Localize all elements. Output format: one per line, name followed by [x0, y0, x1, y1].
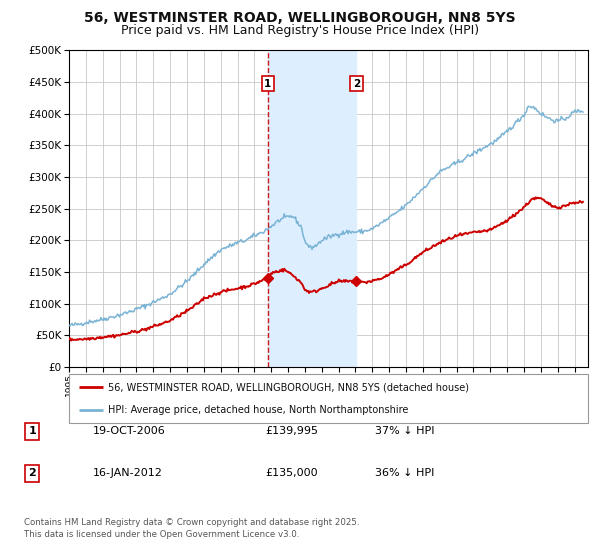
Text: HPI: Average price, detached house, North Northamptonshire: HPI: Average price, detached house, Nort… [108, 405, 409, 416]
Text: 56, WESTMINSTER ROAD, WELLINGBOROUGH, NN8 5YS: 56, WESTMINSTER ROAD, WELLINGBOROUGH, NN… [84, 11, 516, 25]
FancyBboxPatch shape [69, 374, 588, 423]
Text: Price paid vs. HM Land Registry's House Price Index (HPI): Price paid vs. HM Land Registry's House … [121, 24, 479, 36]
Text: 19-OCT-2006: 19-OCT-2006 [92, 426, 166, 436]
Text: £135,000: £135,000 [265, 468, 318, 478]
Text: 1: 1 [264, 78, 271, 88]
Text: £139,995: £139,995 [265, 426, 319, 436]
Text: 2: 2 [28, 468, 36, 478]
Bar [268, 50, 356, 367]
Text: 2: 2 [353, 78, 360, 88]
Text: 56, WESTMINSTER ROAD, WELLINGBOROUGH, NN8 5YS (detached house): 56, WESTMINSTER ROAD, WELLINGBOROUGH, NN… [108, 382, 469, 393]
Text: 1: 1 [28, 426, 36, 436]
Text: 16-JAN-2012: 16-JAN-2012 [92, 468, 163, 478]
Text: Contains HM Land Registry data © Crown copyright and database right 2025.
This d: Contains HM Land Registry data © Crown c… [24, 518, 359, 539]
Text: 37% ↓ HPI: 37% ↓ HPI [375, 426, 434, 436]
Text: 36% ↓ HPI: 36% ↓ HPI [375, 468, 434, 478]
